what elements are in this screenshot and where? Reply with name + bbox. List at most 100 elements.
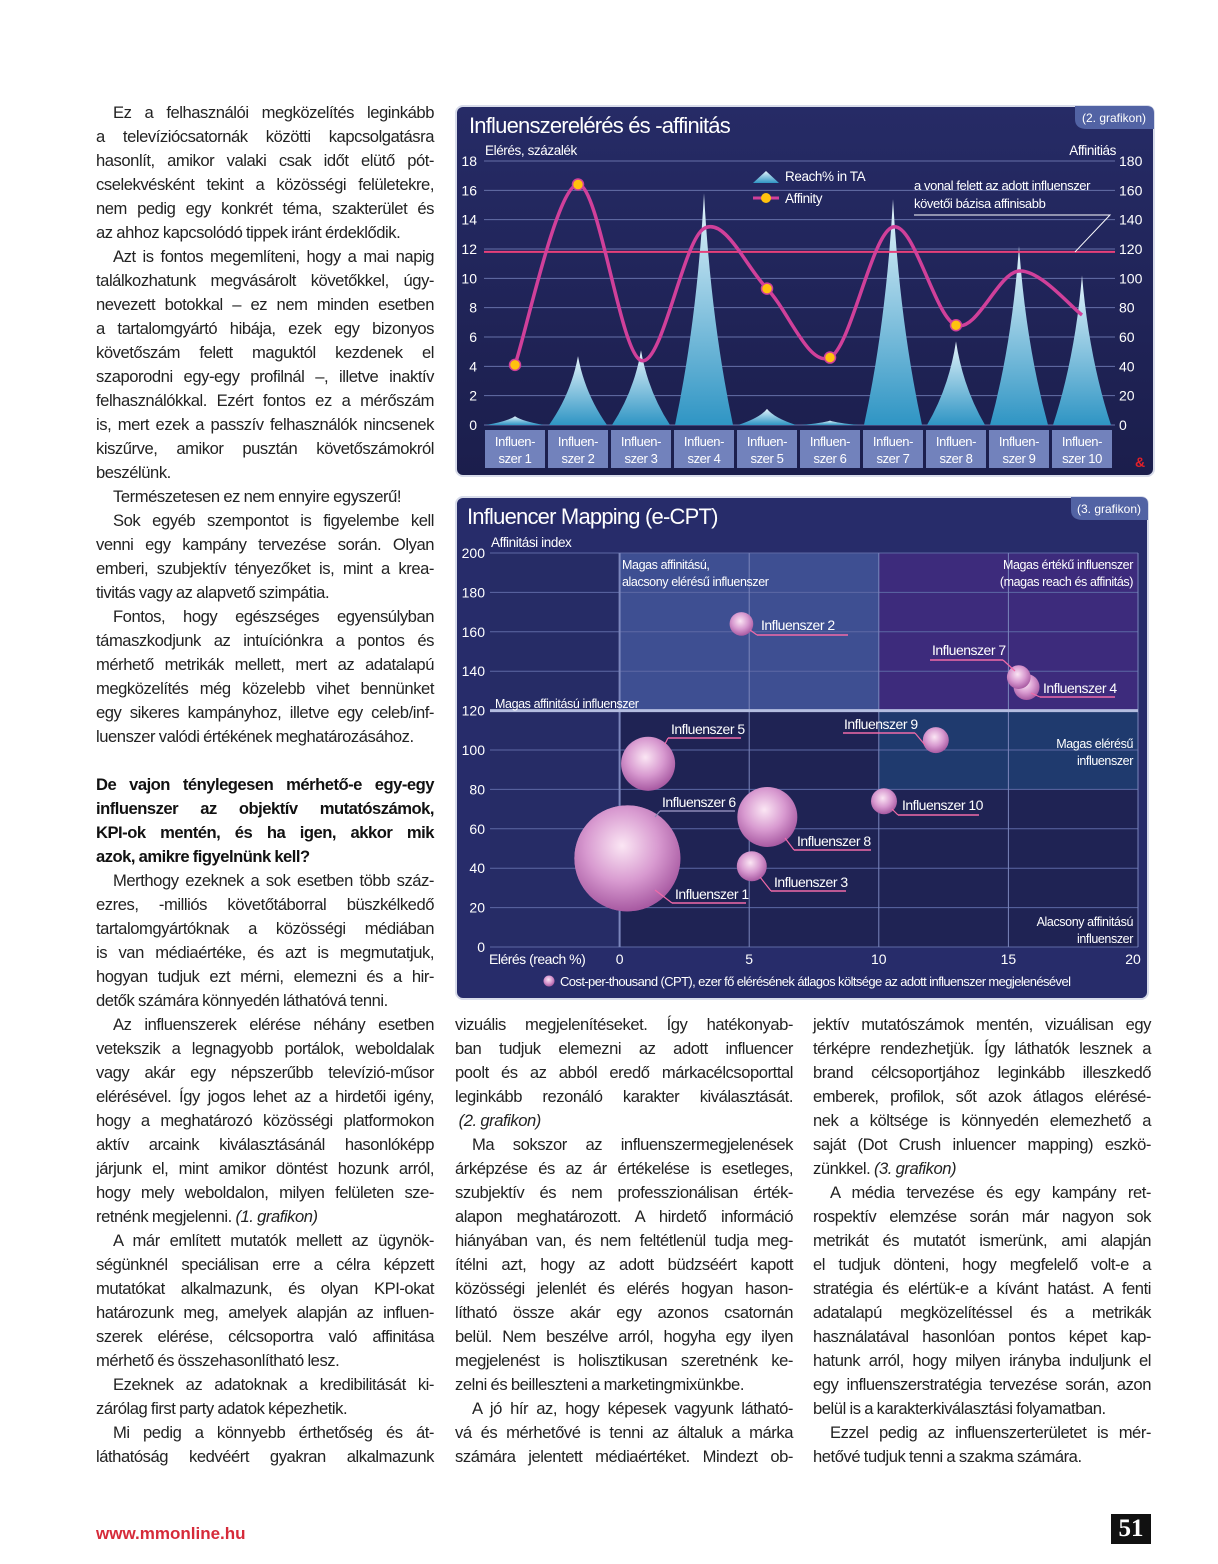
- text-line-content: a televíziócsatornák közötti kapcsolgatá…: [96, 127, 434, 146]
- text-line-content: járjunk el, mint amikor döntést hozunk a…: [96, 1159, 434, 1178]
- text-line-content: metrikát és mutatót ismerünk, ami alapjá…: [813, 1231, 1151, 1250]
- paragraph: A jó hír az, hogy képesek vagyunk láthat…: [455, 1397, 793, 1469]
- section-heading: De vajon ténylegesen mérhető-e egy-egy in…: [96, 773, 435, 869]
- text-line-content: ítélni azt, hogy az adott büdzséért kapo…: [455, 1255, 793, 1274]
- annotation-text: a vonal felett az adott influenszer: [914, 178, 1091, 193]
- affinity-marker: [760, 282, 774, 295]
- text-line-content: poolt és az abból eredő márkacélcsoportt…: [455, 1063, 793, 1082]
- text-line: egy sikeres kampányhoz, illetve egy cele…: [96, 701, 434, 725]
- text-line: hogyan tudjuk ezt mérni, elemezni és a h…: [96, 965, 434, 989]
- text-line: Ez a felhasználói megközelítés leginkább: [96, 101, 434, 125]
- text-line-content: Ez a felhasználói megközelítés leginkább: [113, 103, 434, 122]
- paragraph: Azt is fontos megemlíteni, hogy a mai na…: [96, 245, 434, 485]
- text-line-content: szubjektív és nem professzionálisan érté…: [455, 1183, 793, 1202]
- text-line-content: zelni és beilleszteni a marketingmixünkb…: [455, 1375, 745, 1394]
- footer-website-link[interactable]: www.mmonline.hu: [96, 1524, 246, 1543]
- paragraph: Ezeknek az adatoknak a kredibilitását ki…: [96, 1373, 434, 1421]
- text-line: Merthogy ezeknek a sok esetben több száz…: [96, 869, 434, 893]
- paragraph: Merthogy ezeknek a sok esetben több száz…: [96, 869, 434, 1013]
- text-line-content: detők számára könnyedén láthatóvá tenni.: [96, 991, 388, 1010]
- text-line: mutatókat alkalmazunk, és olyan KPI-okat: [96, 1277, 434, 1301]
- text-line: árképzése és az ár értékelése is esetleg…: [455, 1157, 793, 1181]
- text-line: zárólag first party adatok képezhetik.: [96, 1397, 434, 1421]
- text-line: szubjektív és nem professzionálisan érté…: [455, 1181, 793, 1205]
- text-line: Fontos, hogy egészséges egyensúlyban: [96, 605, 434, 629]
- label-leader-line: [749, 629, 758, 636]
- text-line: KPI-ok mentén, és ha igen, akkor mik: [96, 821, 435, 845]
- text-line-content: alapon meghatározott. A hirdető informác…: [455, 1207, 793, 1226]
- category-label: szer 7: [876, 451, 909, 466]
- y2-tick-label: 100: [1119, 270, 1143, 286]
- text-line-content: Merthogy ezeknek a sok esetben több száz…: [113, 871, 434, 890]
- text-line-content: emberi, szubjektív tényezőket is, mint a…: [96, 559, 434, 578]
- text-line: megjelenést is holisztikusan szeretnénk …: [455, 1349, 793, 1373]
- quadrant-label: alacsony elérésű influenszer: [622, 575, 769, 589]
- text-line: nek a költsége is könnyedén elemezhető a: [813, 1109, 1151, 1133]
- text-line: (2. grafikon): [455, 1109, 793, 1133]
- category-label: Influen-: [558, 434, 598, 449]
- x-axis-title: Elérés (reach %): [489, 951, 585, 967]
- quadrant-label: Magas affinitású influenszer: [495, 697, 639, 711]
- bubble-influenszer-9: [922, 727, 949, 754]
- text-line-content: nek a költsége is könnyedén elemezhető a: [813, 1111, 1151, 1130]
- y-tick-label: 80: [469, 781, 485, 797]
- text-line-content: De vajon ténylegesen mérhető-e egy-egy: [96, 775, 435, 794]
- text-line: Természetesen ez nem ennyire egyszerű!: [96, 485, 434, 509]
- text-line-content: belül is a karakterkiválasztási folyamat…: [813, 1399, 1106, 1418]
- text-line: luenszer valódi értékének meghatározásáh…: [96, 725, 434, 749]
- text-line: A média tervezése és egy kampány ret-: [813, 1181, 1151, 1205]
- category-label-box: [1052, 430, 1112, 468]
- bubble-label: Influenszer 3: [774, 874, 848, 890]
- y-tick-label: 140: [462, 663, 486, 679]
- text-line-content: saját (Dot Crush inluencer mapping) eszk…: [813, 1135, 1151, 1154]
- text-line: mérhető és összehasonlítható lesz.: [96, 1349, 434, 1373]
- category-label: Influen-: [684, 434, 724, 449]
- text-line-content: vagy akár egy népszerűbb televízió-műsor: [96, 1063, 434, 1082]
- text-line: ségünknél speciálisan erre a célra képze…: [96, 1253, 434, 1277]
- text-line: detők számára könnyedén láthatóvá tenni.: [96, 989, 434, 1013]
- text-line-content: brand célcsoportjához leginkább illeszke…: [813, 1063, 1151, 1082]
- text-line: megközelítés még közelebb vihet bennünke…: [96, 677, 434, 701]
- y-tick-label: 0: [469, 417, 477, 433]
- chart-title: Influenszerelérés és -affinitás: [469, 113, 731, 138]
- paragraph: vizuális megjelenítéseket. Így hatékonya…: [455, 1013, 793, 1133]
- text-line: Ezeknek az adatoknak a kredibilitását ki…: [96, 1373, 434, 1397]
- text-line-content: azok, amikre figyelnünk kell?: [96, 847, 310, 866]
- label-leader-line: [654, 889, 673, 904]
- label-leader-line: [914, 732, 926, 746]
- paragraph: jektív mutatószámok mentén, vizuálisan e…: [813, 1013, 1151, 1181]
- text-line-content: zárólag first party adatok képezhetik.: [96, 1399, 348, 1418]
- text-line-content: Az influenszerek elérése néhány esetben: [113, 1015, 434, 1034]
- text-line: felhasználókkal. Ezért fontos ez a mérős…: [96, 389, 434, 413]
- text-line: is, mert ezek a passzív felhasználók nin…: [96, 413, 434, 437]
- label-leader-line: [654, 810, 661, 818]
- text-line-content: Sok egyéb szempontot is figyelembe kell: [113, 511, 434, 530]
- text-line-content: beszélünk.: [96, 463, 171, 482]
- paragraph: A média tervezése és egy kampány ret-ros…: [813, 1181, 1151, 1421]
- label-leader-line: [1030, 692, 1041, 698]
- text-line-content: adatalapú megközelítéssel és a metrikák: [813, 1303, 1151, 1322]
- quadrant-label: Magas elérésű: [1056, 737, 1133, 751]
- bubble-influenszer-10: [871, 788, 897, 815]
- category-label: Influen-: [936, 434, 976, 449]
- quadrant-label: influenszer: [1077, 754, 1133, 768]
- text-line-content: hatunk arról, hogy milyen irányba indulj…: [813, 1351, 1151, 1370]
- text-line-content: ban tudjuk elemezni az adott influencer: [455, 1039, 793, 1058]
- text-line: ítélni azt, hogy az adott büdzséért kapo…: [455, 1253, 793, 1277]
- text-line: számára jelentett médiaértéket. Mindezt …: [455, 1445, 793, 1469]
- reach-mountain: [549, 356, 607, 425]
- text-line: stratégia és elértük-e a kívánt hatást. …: [813, 1277, 1151, 1301]
- chart-title: Influencer Mapping (e-CPT): [467, 504, 718, 529]
- category-label: szer 10: [1062, 451, 1102, 466]
- reach-mountain: [675, 193, 733, 425]
- text-line: vizuális megjelenítéseket. Így hatékonya…: [455, 1013, 793, 1037]
- text-line-content: vizuális megjelenítéseket. Így hatékonya…: [455, 1015, 793, 1034]
- text-line: szaporodni egy-egy profilnál –, illetve …: [96, 365, 434, 389]
- text-line-content: támaszkodjunk az intuíciónkra a pontos é…: [96, 631, 434, 650]
- text-line: nevezett botokkal – ez nem minden esetbe…: [96, 293, 434, 317]
- quadrant-label: Magas affinitású,: [622, 558, 709, 572]
- category-label: szer 2: [561, 451, 594, 466]
- y2-tick-label: 20: [1119, 388, 1135, 404]
- y-tick-label: 40: [469, 860, 485, 876]
- text-line-content: kiszűrve, amikor pusztán követőszámokról: [96, 439, 434, 458]
